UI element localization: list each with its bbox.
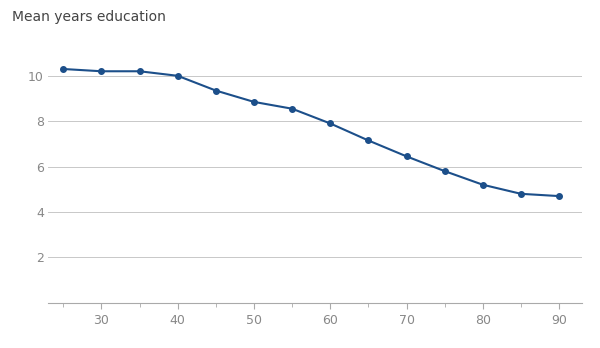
Text: Mean years education: Mean years education [12, 10, 166, 24]
